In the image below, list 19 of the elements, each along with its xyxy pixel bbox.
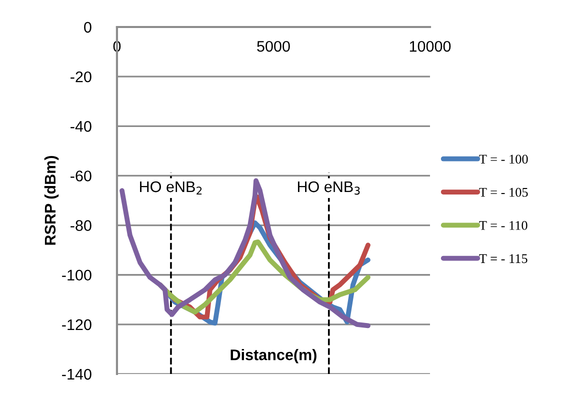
y-tick-label: -140 — [62, 368, 92, 380]
legend-label: T = - 115 — [479, 254, 528, 264]
x-axis-title: Distance(m) — [230, 349, 316, 364]
y-tick-label: -120 — [62, 319, 92, 330]
y-tick-label: -40 — [70, 121, 92, 132]
line-series — [120, 178, 370, 328]
legend-label: T = - 110 — [479, 221, 528, 230]
y-tick-label: -80 — [70, 220, 92, 231]
y-axis-title: RSRP (dBm) — [44, 156, 59, 245]
y-tick-label: -100 — [62, 270, 92, 281]
ref-line-label: HO eNB$_{3}$ — [298, 181, 360, 195]
legend-label: T = - 100 — [479, 154, 528, 164]
x-tick-label: 10000 — [410, 40, 451, 52]
y-tick-label: -20 — [70, 71, 92, 82]
legend-label: T = - 105 — [479, 188, 528, 197]
y-tick-label: 0 — [84, 22, 92, 33]
ref-line-label: HO eNB$_{2}$ — [140, 181, 202, 195]
y-tick-label: -60 — [70, 170, 92, 182]
x-tick-label: 5000 — [257, 40, 290, 52]
